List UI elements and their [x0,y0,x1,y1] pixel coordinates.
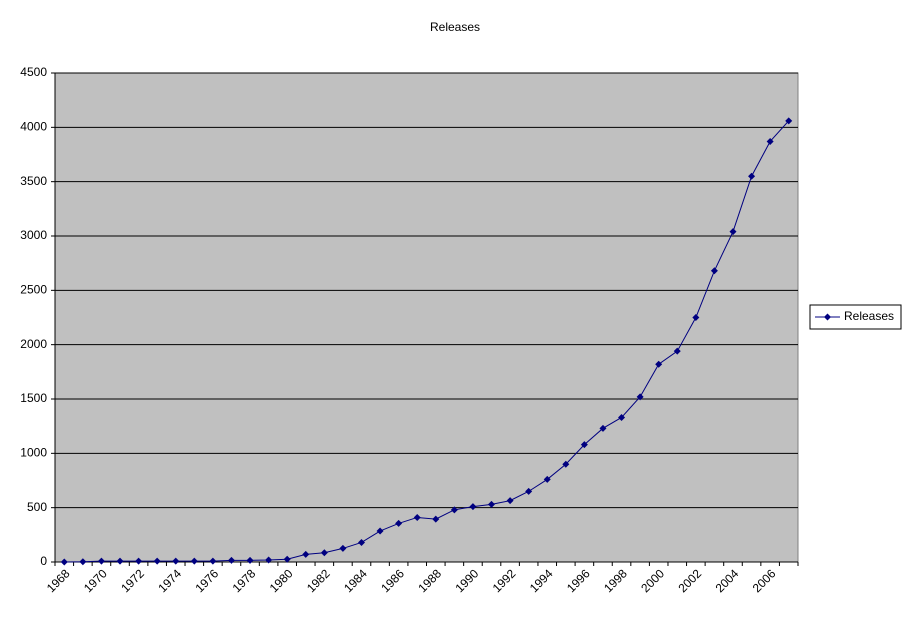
point-marker [413,513,421,521]
x-tick-label: 1992 [490,566,519,595]
point-marker [376,527,384,535]
point-marker [60,558,68,566]
point-marker [153,557,161,565]
point-marker [339,544,347,552]
x-tick-label: 1984 [341,566,370,595]
point-marker [209,557,217,565]
x-tick-label: 2004 [713,566,742,595]
x-tick-label: 1974 [155,566,184,595]
point-marker [618,413,626,421]
x-tick-label: 1990 [453,566,482,595]
point-marker [636,393,644,401]
point-marker [450,506,458,514]
point-marker [283,555,291,563]
point-marker [357,538,365,546]
point-marker [135,557,143,565]
chart-title: Releases [430,20,480,34]
y-tick-label: 2500 [20,283,47,297]
point-marker [227,556,235,564]
x-tick-label: 1998 [601,566,630,595]
point-marker [562,460,570,468]
point-marker [580,441,588,449]
point-marker [673,347,681,355]
point-marker [692,314,700,321]
point-marker [320,549,328,557]
y-tick-label: 2000 [20,337,47,351]
point-marker [97,557,105,565]
point-marker [395,519,403,527]
point-marker [488,500,496,508]
point-marker [525,487,533,495]
x-tick-label: 1976 [192,566,221,595]
point-marker [469,503,477,511]
plot-area [54,72,799,563]
y-tick-label: 3000 [20,228,47,242]
x-tick-label: 1972 [118,566,147,595]
x-tick-label: 1968 [44,566,73,595]
point-marker [599,424,607,432]
y-tick-label: 1500 [20,391,47,405]
x-tick-label: 1994 [527,566,556,595]
x-tick-label: 2000 [638,566,667,595]
point-marker [506,497,514,505]
x-tick-label: 1986 [378,566,407,595]
y-tick-label: 4000 [20,120,47,134]
point-marker [116,557,124,565]
y-tick-label: 4500 [20,65,47,79]
point-marker [766,137,774,145]
point-marker [246,556,254,564]
point-marker [190,557,198,565]
y-tick-label: 0 [40,554,47,568]
legend-label: Releases [844,309,894,323]
x-tick-label: 1980 [267,566,296,595]
point-marker [265,556,273,564]
point-marker [172,557,180,565]
x-tick-label: 1982 [304,566,333,595]
point-marker [543,475,551,483]
x-tick-label: 1988 [415,566,444,595]
legend-marker [824,313,831,321]
legend-box [809,304,902,330]
point-marker [655,360,663,368]
point-marker [432,515,440,523]
y-tick-label: 500 [27,500,47,514]
x-tick-label: 2006 [750,566,779,595]
x-tick-label: 2002 [675,566,704,595]
point-marker [729,228,737,236]
point-marker [785,117,793,125]
x-tick-label: 1996 [564,566,593,595]
x-tick-label: 1970 [81,566,110,595]
point-marker [302,550,310,558]
series-line [64,120,790,563]
point-marker [710,267,718,275]
y-tick-label: 3500 [20,174,47,188]
x-tick-label: 1978 [230,566,259,595]
point-marker [79,558,87,566]
point-marker [748,172,756,180]
y-tick-label: 1000 [20,446,47,460]
